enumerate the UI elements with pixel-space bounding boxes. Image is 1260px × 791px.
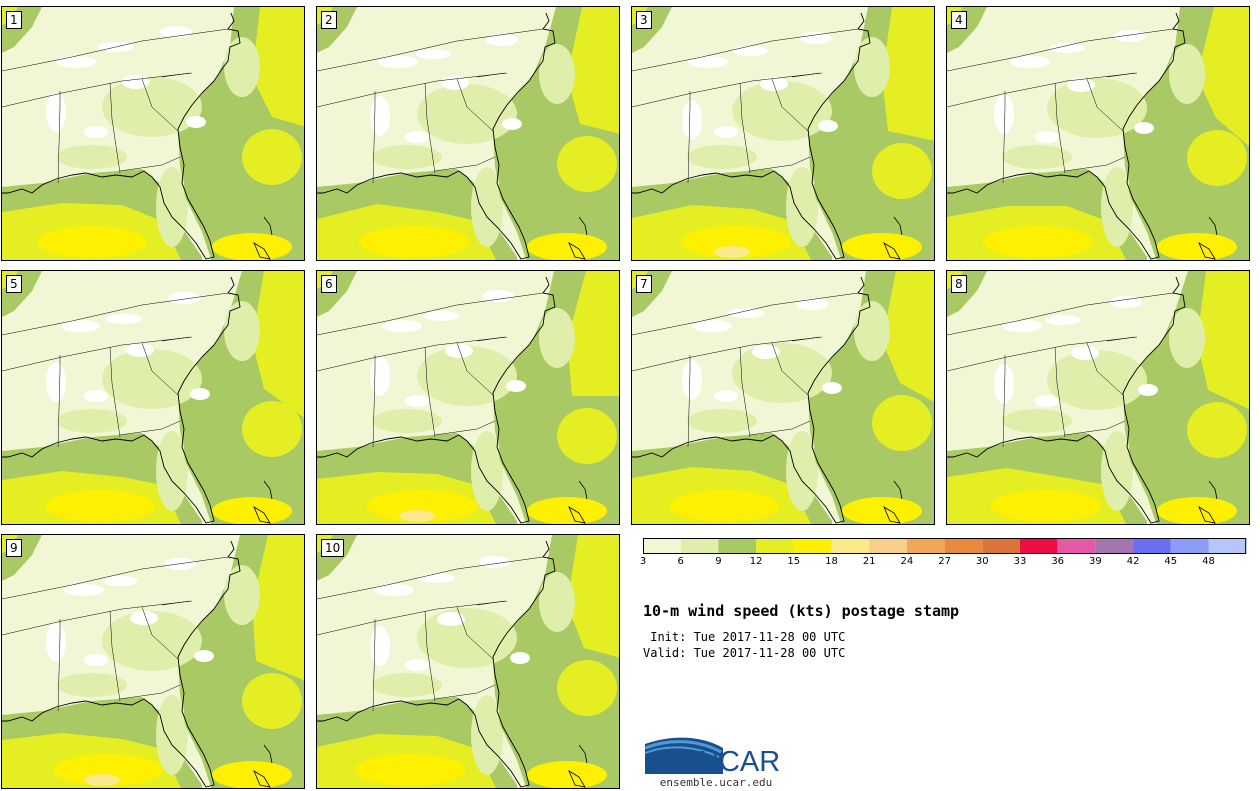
colorbar-segment [1170, 538, 1209, 554]
ensemble-member-panel: 10 [316, 534, 620, 789]
chart-title: 10-m wind speed (kts) postage stamp [643, 602, 960, 620]
ensemble-member-panel: 1 [1, 6, 305, 261]
colorbar-segment [1057, 538, 1096, 554]
wind-speed-map [2, 535, 304, 788]
colorbar-tick: 36 [1051, 556, 1065, 567]
member-number-label: 2 [321, 11, 337, 29]
colorbar-tick: 15 [787, 556, 801, 567]
ensemble-member-panel: 3 [631, 6, 935, 261]
colorbar-segment [793, 538, 832, 554]
colorbar-segment [1020, 538, 1058, 554]
member-number-label: 7 [636, 275, 652, 293]
ncar-logo: NCAR [644, 737, 780, 778]
wind-speed-map [317, 7, 619, 260]
colorbar-segment [643, 538, 681, 554]
colorbar-segment [718, 538, 757, 554]
colorbar-segment [869, 538, 907, 554]
member-number-label: 6 [321, 275, 337, 293]
colorbar-segment [831, 538, 870, 554]
ensemble-member-panel: 7 [631, 270, 935, 525]
colorbar-tick: 12 [749, 556, 763, 567]
member-number-label: 10 [321, 539, 345, 557]
colorbar-tick-labels: 3 6 9 12 15 18 21 24 27 30 33 36 39 42 45 48 [639, 556, 1253, 570]
wind-speed-map [2, 7, 304, 260]
ensemble-member-panel: 5 [1, 270, 305, 525]
member-number-label: 4 [951, 11, 967, 29]
member-number-label: 3 [636, 11, 652, 29]
colorbar-segment [1208, 538, 1247, 554]
ncar-logo-wordmark: NCAR [698, 746, 780, 778]
colorbar-segment [944, 538, 983, 554]
colorbar-segment [982, 538, 1020, 554]
ensemble-member-panel: 2 [316, 6, 620, 261]
ensemble-member-panel: 9 [1, 534, 305, 789]
colorbar-tick: 42 [1126, 556, 1140, 567]
colorbar-tick: 33 [1013, 556, 1027, 567]
ensemble-member-panel: 8 [946, 270, 1250, 525]
ensemble-member-panel: 4 [946, 6, 1250, 261]
colorbar-tick: 27 [938, 556, 951, 567]
colorbar-tick: 3 [639, 556, 647, 567]
member-number-label: 9 [6, 539, 22, 557]
colorbar-segment [1133, 538, 1171, 554]
colorbar-tick: 45 [1164, 556, 1178, 567]
colorbar-tick: 9 [715, 556, 722, 567]
colorbar-segment [906, 538, 945, 554]
wind-speed-map [2, 271, 304, 524]
wind-speed-map [947, 7, 1249, 260]
member-number-label: 8 [951, 275, 967, 293]
member-number-label: 5 [6, 275, 22, 293]
colorbar-segment [756, 538, 794, 554]
valid-time: Valid: Tue 2017-11-28 00 UTC [643, 646, 846, 660]
colorbar-tick: 30 [975, 556, 989, 567]
colorbar-tick: 21 [862, 556, 876, 567]
wind-speed-map [317, 271, 619, 524]
wind-speed-map [632, 271, 934, 524]
colorbar-segment [1095, 538, 1134, 554]
wind-speed-map [947, 271, 1249, 524]
wind-speed-map [632, 7, 934, 260]
colorbar-tick: 18 [825, 556, 838, 567]
colorbar-tick: 48 [1202, 556, 1215, 567]
ensemble-url: ensemble.ucar.edu [659, 776, 773, 789]
ensemble-member-panel: 6 [316, 270, 620, 525]
init-time: Init: Tue 2017-11-28 00 UTC [643, 630, 846, 644]
colorbar-segment [680, 538, 719, 554]
colorbar-tick: 39 [1089, 556, 1102, 567]
colorbar [643, 538, 1247, 554]
wind-speed-map [317, 535, 619, 788]
colorbar-tick: 6 [677, 556, 684, 567]
member-number-label: 1 [6, 11, 22, 29]
colorbar-tick: 24 [900, 556, 914, 567]
